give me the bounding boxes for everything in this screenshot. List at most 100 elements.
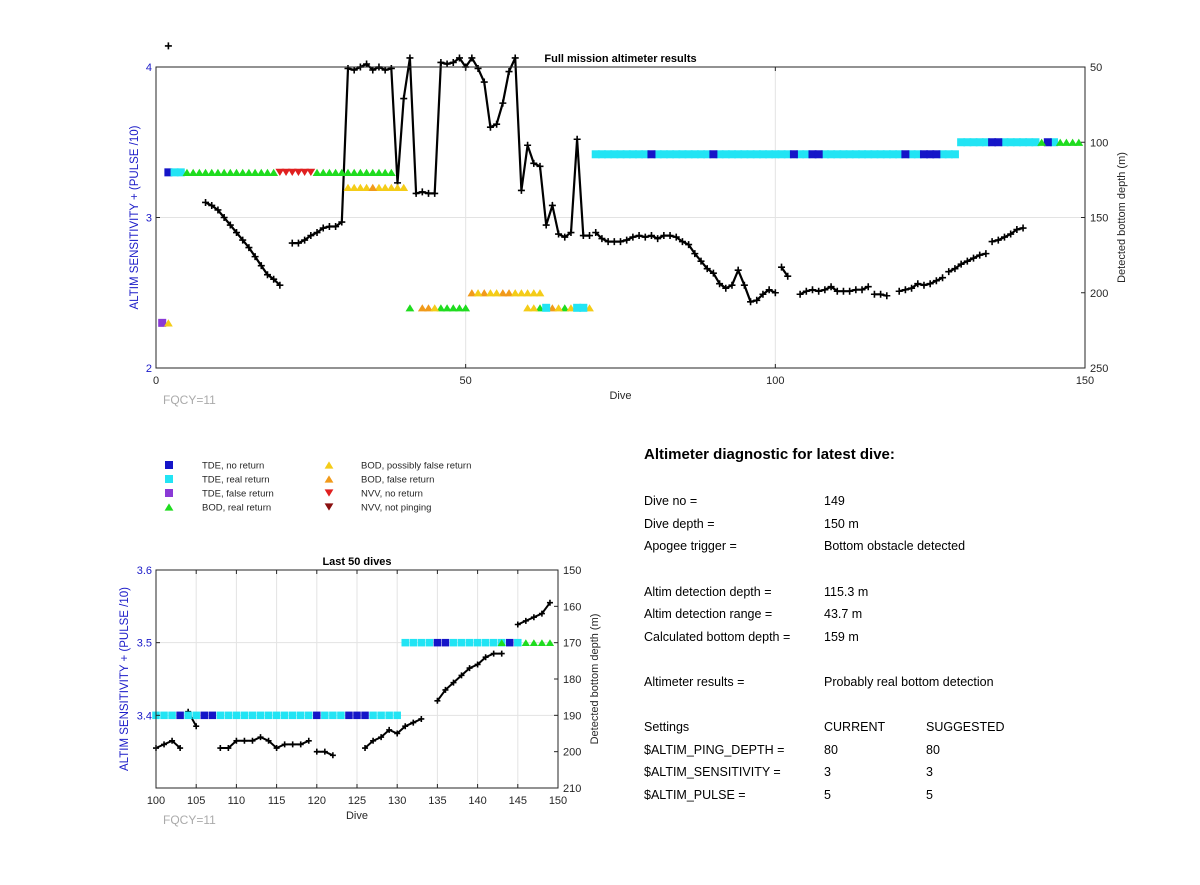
- bod-real-return-marker: [362, 168, 371, 176]
- tde-no-return-marker: [919, 150, 928, 159]
- sensitivity-current: 3: [824, 765, 831, 779]
- bod-real-return-marker: [1062, 138, 1071, 146]
- depth-point: [410, 719, 417, 726]
- depth-point: [161, 741, 168, 748]
- calc-depth-label: Calculated bottom depth =: [644, 630, 791, 644]
- bod-real-return-marker: [331, 168, 341, 176]
- ping-depth-label: $ALTIM_PING_DEPTH =: [644, 743, 785, 757]
- tde-real-return-marker: [1006, 138, 1015, 147]
- current-header: CURRENT: [824, 720, 886, 734]
- tde-no-return-marker: [313, 711, 321, 720]
- bod-real-return-marker: [497, 639, 506, 647]
- y-right-axis-label: Detected bottom depth (m): [589, 614, 601, 745]
- depth-point: [251, 253, 259, 261]
- tde-real-return-marker: [907, 150, 916, 159]
- tde-real-return-marker: [168, 711, 176, 720]
- x-tick-label: 115: [268, 795, 286, 807]
- detection-depth-label: Altim detection depth =: [644, 585, 772, 599]
- depth-point: [226, 221, 234, 229]
- tde-real-return-marker: [969, 138, 978, 147]
- nvv-no-return-marker: [275, 168, 285, 176]
- depth-point: [270, 275, 278, 283]
- y-right-tick-label: 210: [563, 783, 581, 795]
- depth-point: [839, 287, 847, 295]
- depth-point: [666, 232, 674, 240]
- depth-point: [208, 201, 216, 209]
- depth-point: [505, 68, 513, 76]
- depth-point: [870, 290, 878, 298]
- tde-real-return-marker: [337, 711, 345, 720]
- tde-real-return-marker: [393, 711, 401, 720]
- depth-point: [932, 277, 940, 285]
- bod-real-return-marker: [374, 168, 384, 176]
- dive-no-value: 149: [824, 494, 845, 508]
- depth-point: [257, 262, 265, 270]
- depth-point: [530, 159, 538, 167]
- bod-real-return-marker: [442, 304, 452, 312]
- legend-label-bod-possibly-false-return: BOD, possibly false return: [361, 461, 471, 472]
- depth-point: [400, 95, 408, 103]
- tde-real-return-marker: [321, 711, 329, 720]
- depth-point: [901, 286, 909, 294]
- tde-real-return-marker: [975, 138, 984, 147]
- settings-label: Settings: [644, 720, 690, 734]
- legend-marker-nvv-no-return: [324, 489, 334, 497]
- depth-point: [288, 239, 296, 247]
- bod-possibly-false-return-marker: [523, 304, 532, 312]
- bod-real-return-marker: [1055, 138, 1065, 146]
- y-right-tick-label: 150: [1090, 213, 1108, 225]
- bod-possibly-false-return-marker: [535, 289, 545, 297]
- legend-marker-bod-false-return: [324, 475, 334, 483]
- depth-point: [722, 284, 730, 292]
- tde-no-return-marker: [345, 711, 353, 720]
- depth-point: [289, 741, 296, 748]
- tde-real-return-marker: [876, 150, 885, 159]
- depth-point: [164, 42, 172, 50]
- bod-real-return-marker: [1074, 138, 1084, 146]
- y-left-tick-label: 4: [146, 62, 152, 74]
- x-tick-label: 140: [468, 795, 486, 807]
- nvv-no-return-marker: [281, 168, 291, 176]
- tde-real-return-marker: [616, 150, 625, 159]
- tde-no-return-marker: [1043, 138, 1052, 147]
- depth-point: [202, 198, 210, 206]
- depth-point: [498, 650, 505, 657]
- apogee-label: Apogee trigger =: [644, 539, 737, 553]
- x-tick-label: 135: [428, 795, 446, 807]
- depth-point: [957, 260, 965, 268]
- depth-point: [265, 737, 272, 744]
- tde-real-return-marker: [678, 150, 687, 159]
- bod-false-return-marker: [467, 289, 477, 297]
- depth-point: [418, 715, 425, 722]
- depth-point: [592, 229, 600, 237]
- tde-real-return-marker: [765, 150, 774, 159]
- legend: TDE, no return TDE, real return TDE, false…: [164, 461, 471, 514]
- depth-point: [697, 257, 705, 265]
- legend-label-nvv-no-return: NVV, no return: [361, 489, 423, 500]
- tde-real-return-marker: [457, 638, 466, 647]
- bod-possibly-false-return-marker: [163, 319, 173, 327]
- tde-real-return-marker: [827, 150, 836, 159]
- depth-point: [546, 599, 553, 606]
- bod-possibly-false-return-marker: [343, 183, 353, 191]
- depth-point: [833, 287, 841, 295]
- depth-point: [276, 281, 284, 289]
- depth-point: [586, 232, 594, 240]
- tde-no-return-marker: [176, 711, 184, 720]
- legend-marker-tde-no-return: [165, 461, 173, 469]
- y-left-tick-label: 3: [146, 213, 152, 225]
- tde-real-return-marker: [870, 150, 879, 159]
- tde-real-return-marker: [697, 150, 706, 159]
- tde-real-return-marker: [409, 638, 418, 647]
- fqcy-annotation: FQCY=11: [163, 393, 216, 407]
- bod-real-return-marker: [194, 168, 204, 176]
- bod-real-return-marker: [448, 304, 458, 312]
- depth-point: [474, 65, 482, 73]
- bod-possibly-false-return-marker: [380, 183, 390, 191]
- bod-possibly-false-return-marker: [486, 289, 495, 297]
- tde-real-return-marker: [802, 150, 811, 159]
- x-tick-label: 120: [308, 795, 326, 807]
- depth-point: [325, 223, 333, 231]
- depth-point: [877, 290, 885, 298]
- depth-point: [514, 621, 521, 628]
